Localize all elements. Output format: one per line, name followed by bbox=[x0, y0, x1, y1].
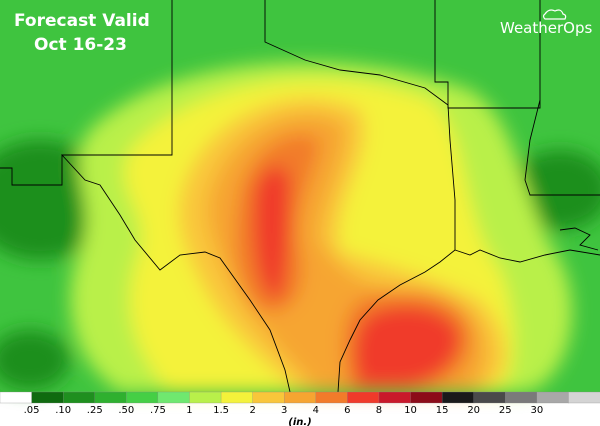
legend-label: 2 bbox=[249, 405, 255, 416]
borders bbox=[0, 0, 600, 393]
legend-label: 10 bbox=[404, 405, 417, 416]
legend-swatch bbox=[473, 391, 506, 404]
legend-swatch bbox=[157, 391, 191, 404]
title: Forecast Valid bbox=[14, 11, 150, 31]
legend-label: .50 bbox=[118, 405, 134, 416]
legend-swatch bbox=[94, 391, 127, 404]
legend-swatch bbox=[252, 391, 285, 404]
legend-unit: (in.) bbox=[288, 417, 312, 426]
legend-label: 4 bbox=[313, 405, 319, 416]
legend-swatch bbox=[315, 391, 349, 404]
legend-label: .10 bbox=[55, 405, 71, 416]
legend-label: 1 bbox=[186, 405, 192, 416]
legend-label: 20 bbox=[467, 405, 480, 416]
legend-label: 30 bbox=[530, 405, 543, 416]
legend-swatch bbox=[31, 391, 64, 404]
legend-label: .05 bbox=[24, 405, 40, 416]
title: Oct 16-23 bbox=[34, 35, 127, 55]
legend-swatch bbox=[347, 391, 380, 404]
legend-label: 25 bbox=[499, 405, 512, 416]
legend-swatch bbox=[441, 391, 475, 404]
legend-label: .25 bbox=[87, 405, 103, 416]
legend-swatch bbox=[0, 391, 33, 404]
legend-label: 3 bbox=[281, 405, 287, 416]
legend-swatch bbox=[505, 391, 538, 404]
legend-label: 8 bbox=[376, 405, 382, 416]
legend-swatch bbox=[568, 391, 600, 404]
legend-label: 6 bbox=[344, 405, 350, 416]
legend-swatch bbox=[536, 391, 570, 404]
brand-logo: WeatherOps bbox=[500, 19, 592, 37]
legend-label: .75 bbox=[150, 405, 166, 416]
legend: .05 .10 .25 .50 .75 1 1.5 2 3 4 6 8 10 15 20 25 30 (in.) bbox=[0, 391, 600, 426]
legend-label: 1.5 bbox=[213, 405, 229, 416]
brand-icon bbox=[542, 9, 567, 20]
legend-swatch bbox=[189, 391, 222, 404]
legend-swatch bbox=[63, 391, 96, 404]
legend-swatch bbox=[220, 391, 254, 404]
legend-label: 15 bbox=[436, 405, 449, 416]
precip-field bbox=[0, 0, 600, 392]
legend-swatch bbox=[378, 391, 412, 404]
legend-swatch bbox=[126, 391, 159, 404]
legend-swatch bbox=[410, 391, 443, 404]
legend-swatch bbox=[284, 391, 317, 404]
